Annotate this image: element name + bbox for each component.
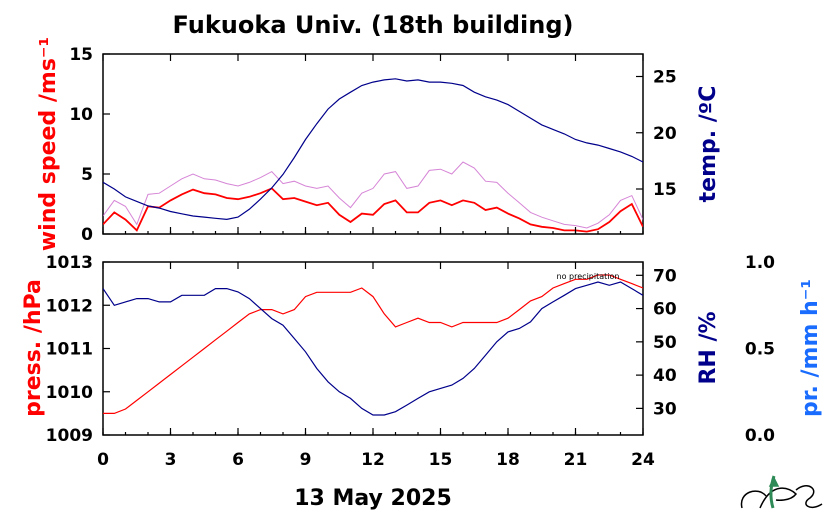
pressure-tick-label: 1010: [46, 383, 93, 403]
x-tick-label: 15: [429, 450, 453, 470]
top-plot-frame: [102, 53, 644, 235]
bottom-series-layer: [103, 274, 643, 416]
humidity-tick-label: 70: [653, 266, 677, 286]
humidity-series-line: [103, 281, 643, 416]
temp-tick-label: 25: [653, 68, 677, 88]
precipitation-tick-label: 0.0: [745, 426, 775, 446]
gust-series-line: [103, 161, 643, 229]
x-tick-label: 9: [300, 450, 312, 470]
precipitation-note: no precipitation: [557, 272, 620, 281]
humidity-tick-label: 30: [653, 399, 677, 419]
x-tick-label: 18: [496, 450, 520, 470]
pressure-series-line: [103, 274, 643, 414]
wind-speed-series-line: [103, 187, 643, 233]
bottom-plot-frame: [102, 261, 644, 436]
x-tick-label: 21: [564, 450, 588, 470]
x-tick-label: 24: [631, 450, 655, 470]
humidity-tick-label: 50: [653, 333, 677, 353]
x-tick-label: 12: [361, 450, 385, 470]
wind-tick-label: 10: [69, 105, 93, 125]
axis-ticks: 0 3 6 9 12 15 18 21 24 0 5 10 15 15 20 25 1009 1010 1011 10…: [46, 45, 775, 470]
chart-title: Fukuoka Univ. (18th building): [173, 11, 574, 39]
precipitation-tick-label: 0.5: [745, 340, 775, 360]
humidity-axis-label: RH /%: [696, 311, 721, 384]
wind-tick-label: 5: [81, 165, 93, 185]
temperature-axis-label: temp. /ºC: [696, 86, 721, 203]
temp-tick-label: 20: [653, 124, 677, 144]
pressure-axis-label: press. /hPa: [21, 279, 46, 417]
wind-tick-label: 15: [69, 45, 93, 65]
humidity-tick-label: 60: [653, 300, 677, 320]
humidity-tick-label: 40: [653, 366, 677, 386]
wind-tick-label: 0: [81, 225, 93, 245]
pressure-tick-label: 1009: [46, 426, 93, 446]
precipitation-axis-label: pr. /mm h⁻¹: [798, 279, 823, 417]
date-label: 13 May 2025: [294, 486, 452, 511]
x-tick-label: 3: [165, 450, 177, 470]
top-series-layer: [103, 78, 643, 233]
institution-logo: [740, 475, 823, 509]
temperature-series-line: [103, 78, 643, 221]
precipitation-tick-label: 1.0: [745, 253, 775, 273]
temp-tick-label: 15: [653, 180, 677, 200]
x-tick-label: 0: [97, 450, 109, 470]
pressure-tick-label: 1012: [46, 296, 93, 316]
pressure-tick-label: 1011: [46, 340, 93, 360]
wind-axis-label: wind speed /ms⁻¹: [36, 37, 61, 251]
x-tick-label: 6: [232, 450, 244, 470]
pressure-tick-label: 1013: [46, 253, 93, 273]
